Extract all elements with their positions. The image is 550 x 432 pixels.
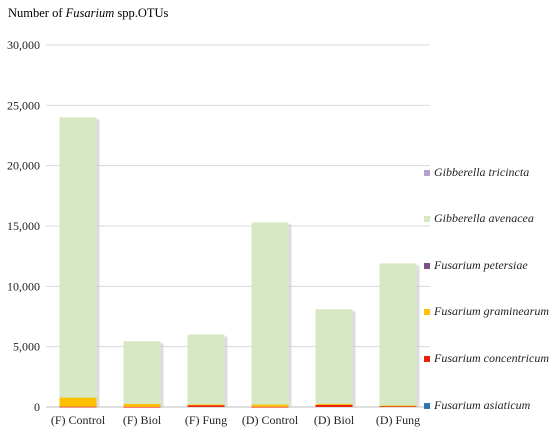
- y-axis-label-part: Number of: [8, 6, 66, 20]
- x-category-labels: (F) Control (F) Biol (F) Fung (D) Control (D…: [51, 413, 420, 427]
- x-category-label: (F) Fung: [185, 413, 227, 427]
- legend-label: Gibberella avenacea: [434, 211, 534, 225]
- x-category-label: (D) Biol: [314, 413, 355, 427]
- legend-swatch: [424, 356, 430, 362]
- gridlines: [46, 44, 430, 408]
- bar-segment: [315, 404, 353, 407]
- legend-label: Fusarium asiaticum: [433, 398, 531, 412]
- bar-segment: [379, 405, 417, 407]
- legend-label: Fusarium petersiae: [433, 258, 528, 272]
- y-tick-label: 10,000: [7, 279, 40, 293]
- x-category-label: (F) Control: [51, 413, 106, 427]
- bar-segment: [123, 341, 161, 404]
- y-tick-label: 30,000: [7, 38, 40, 52]
- bar-segment: [187, 405, 225, 407]
- legend-swatch: [424, 170, 430, 176]
- x-category-label: (F) Biol: [123, 413, 162, 427]
- legend-label: Fusarium concentricum: [433, 351, 549, 365]
- legend-label: Gibberella tricincta: [434, 165, 529, 179]
- bar-segment: [187, 404, 225, 406]
- bar-segment: [59, 117, 97, 398]
- y-axis-label-part: Fusarium: [65, 6, 115, 20]
- x-category-label: (D) Control: [242, 413, 299, 427]
- bar-segment: [59, 406, 97, 408]
- bar-segment: [123, 403, 161, 407]
- y-tick-label: 0: [34, 400, 40, 414]
- y-tick-label: 20,000: [7, 159, 40, 173]
- bar-segment: [315, 403, 353, 405]
- bar-segment: [187, 334, 225, 405]
- y-axis-label-part: spp.OTUs: [114, 6, 168, 20]
- y-tick-label: 5,000: [13, 340, 40, 354]
- y-tick-labels: 0 5,000 10,000 15,000 20,000 25,000 30,000: [7, 38, 40, 414]
- legend: Gibberella tricincta Gibberella avenacea F…: [424, 165, 549, 412]
- y-tick-label: 15,000: [7, 219, 40, 233]
- bar-segment: [123, 406, 161, 408]
- bar-segment: [251, 404, 289, 407]
- legend-swatch: [424, 309, 430, 315]
- y-axis-label: Number of Fusarium spp.OTUs: [8, 6, 169, 20]
- legend-swatch: [424, 216, 430, 222]
- bar-segment: [251, 406, 289, 408]
- bar-segment: [251, 222, 289, 405]
- bar-segment: [379, 263, 417, 406]
- legend-label: Fusarium graminearum: [433, 304, 549, 318]
- legend-swatch: [424, 403, 430, 409]
- bars: [59, 117, 420, 408]
- x-category-label: (D) Fung: [376, 413, 420, 427]
- bar-segment: [315, 309, 353, 404]
- legend-swatch: [424, 263, 430, 269]
- y-tick-label: 25,000: [7, 98, 40, 112]
- bar-segment: [59, 397, 97, 407]
- bar-segment: [379, 406, 417, 407]
